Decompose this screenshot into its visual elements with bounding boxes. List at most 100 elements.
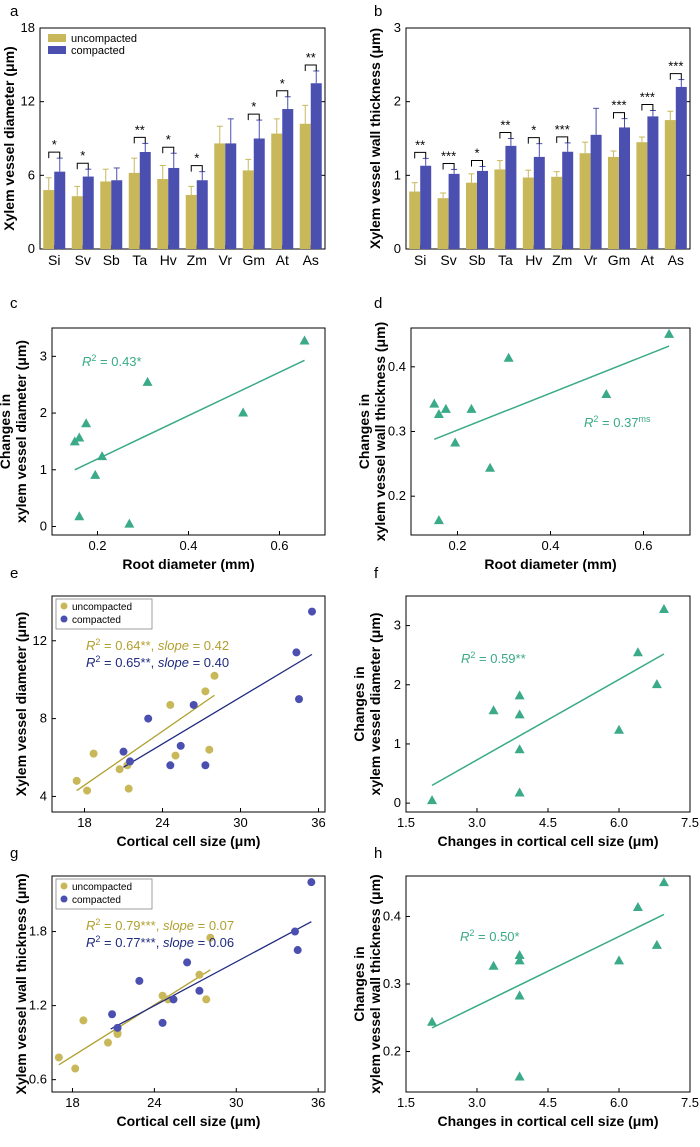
panel-b-xtick-label: Vr [584, 252, 598, 268]
panel-f-data-point [514, 744, 525, 754]
panel-e-legend-marker-uncompacted [60, 602, 68, 610]
panel-g-data-point-uncompacted [113, 1029, 122, 1038]
panel-a-bar-uncompacted [242, 170, 254, 249]
panel-f-ytick-label: 1 [394, 736, 401, 751]
panel-h-data-point [514, 1071, 525, 1081]
panel-c-data-point [74, 511, 85, 521]
panel-e-data-point-compacted [119, 747, 128, 756]
panel-g-data-point-compacted [108, 1010, 117, 1019]
panel-e-data-point-uncompacted [210, 671, 219, 680]
panel-a-ylabel: Xylem vessel diameter (μm) [1, 46, 17, 230]
panel-c-data-point [142, 376, 153, 386]
panel-f-xlabel: Changes in cortical cell size (μm) [438, 833, 659, 849]
panel-e-legend-label-compacted: compacted [72, 615, 121, 626]
panel-g-fit-line-uncompacted [58, 969, 211, 1066]
panel-a-bar-compacted [282, 109, 294, 250]
panel-h-ylabel-line2: xylem vessel wall thickness (μm) [367, 874, 383, 1093]
panel-a-xtick-label: Hv [160, 252, 177, 268]
panel-h-frame [405, 875, 691, 1093]
panel-a-bar-compacted [310, 83, 322, 249]
panel-letter-d: d [374, 295, 382, 312]
panel-a-ytick-label: 12 [21, 94, 35, 109]
panel-h-xtick-label: 6.0 [610, 1095, 628, 1110]
panel-d-ylabel-line1: Changes in [356, 394, 372, 469]
panel-g-data-point-uncompacted [206, 933, 215, 942]
panel-d-data-point [450, 437, 461, 447]
panel-f-xtick-label: 4.5 [539, 815, 557, 830]
panel-b-sig-bracket [556, 136, 569, 143]
panel-e-data-point-uncompacted [83, 786, 92, 795]
panel-d-xtick-label: 0.4 [541, 538, 559, 553]
panel-e-fit-line-uncompacted [76, 694, 215, 792]
panel-a-xtick-label: Ta [132, 252, 147, 268]
panel-b-xtick-label: Zm [552, 252, 572, 268]
panel-e-data-point-compacted [126, 757, 134, 766]
panel-b-bar-uncompacted [636, 142, 648, 249]
panel-a-sig-label: * [52, 137, 57, 152]
panel-g-data-point-compacted [293, 946, 302, 955]
panel-g-legend-label-compacted: compacted [72, 895, 121, 906]
panel-b-bar-compacted [477, 170, 488, 249]
panel-g-data-point-compacted [195, 986, 204, 995]
panel-e-data-point-compacted [166, 761, 175, 770]
panel-b-xtick-label: Sb [468, 252, 485, 268]
panel-a-sig-label: * [166, 132, 171, 147]
panel-a-sig-bracket [133, 136, 146, 144]
panel-g-ylabel: Xylem vessel wall thickness (μm) [13, 873, 29, 1094]
panel-b-sig-label: *** [441, 148, 456, 163]
panel-g-data-point-uncompacted [79, 1016, 88, 1025]
panel-a-xtick-label: Sb [103, 252, 120, 268]
panel-e-data-point-compacted [295, 695, 303, 704]
panel-c-xtick-label: 0.2 [88, 538, 106, 553]
panel-a-sig-bracket [276, 90, 289, 97]
panel-e-data-point-uncompacted [171, 751, 180, 760]
panel-d-data-point [601, 388, 612, 398]
panel-e-xlabel: Cortical cell size (μm) [117, 833, 261, 849]
panel-g-data-point-uncompacted [202, 995, 211, 1004]
panel-f-data-point [488, 705, 499, 715]
panel-c-data-point [124, 518, 135, 528]
panel-c-ytick-label: 3 [40, 348, 47, 363]
panel-e-xtick-label: 36 [311, 815, 325, 830]
panel-h-data-point [658, 877, 669, 887]
panel-b-bar-compacted [675, 86, 687, 249]
panel-a-xtick-label: Si [48, 252, 60, 268]
panel-g-xtick-label: 30 [229, 1095, 243, 1110]
panel-a-legend-marker-compacted [48, 46, 66, 54]
panel-g-data-point-compacted [113, 1023, 122, 1032]
panel-a-sig-label: ** [135, 122, 145, 137]
panel-b-sig-label: * [474, 145, 479, 160]
panel-g-data-point-compacted [290, 927, 299, 936]
panel-f-data-point [514, 709, 525, 719]
panel-a-bar-uncompacted [214, 143, 226, 249]
panel-g-xtick-label: 24 [147, 1095, 161, 1110]
panel-a-xtick-label: As [303, 252, 319, 268]
panel-b-sig-bracket [442, 162, 455, 170]
panel-b-xtick-label: As [668, 252, 684, 268]
panel-a-sig-label: * [280, 76, 285, 91]
panel-a-sig-label: * [80, 148, 85, 163]
panel-a-bar-compacted [82, 176, 94, 249]
panel-a-legend-label-uncompacted: uncompacted [71, 33, 137, 45]
panel-e-ytick-label: 4 [40, 788, 47, 803]
panel-b-sig-bracket [641, 104, 654, 111]
panel-c-data-point [97, 451, 108, 461]
panel-a-sig-bracket [162, 146, 175, 154]
panel-b-bar-compacted [619, 127, 630, 249]
panel-b-xtick-label: Hv [525, 252, 542, 268]
panel-letter-b: b [374, 3, 382, 20]
panel-a-bar-uncompacted [157, 179, 169, 249]
panel-b-bar-uncompacted [551, 176, 563, 249]
panel-b-sig-label: *** [668, 59, 683, 74]
panel-g-data-point-compacted [307, 878, 316, 887]
panel-b-sig-label: *** [640, 90, 655, 105]
panel-b-frame [405, 27, 691, 250]
panel-a-ytick-label: 6 [28, 167, 35, 182]
panel-b-sig-bracket [613, 112, 625, 119]
panel-e-xtick-label: 18 [77, 815, 91, 830]
panel-b-xtick-label: Ta [498, 252, 513, 268]
panel-a-bar-compacted [54, 171, 66, 249]
panel-h-data-point [514, 990, 525, 1000]
panel-h-ytick-label: 0.4 [383, 909, 401, 924]
